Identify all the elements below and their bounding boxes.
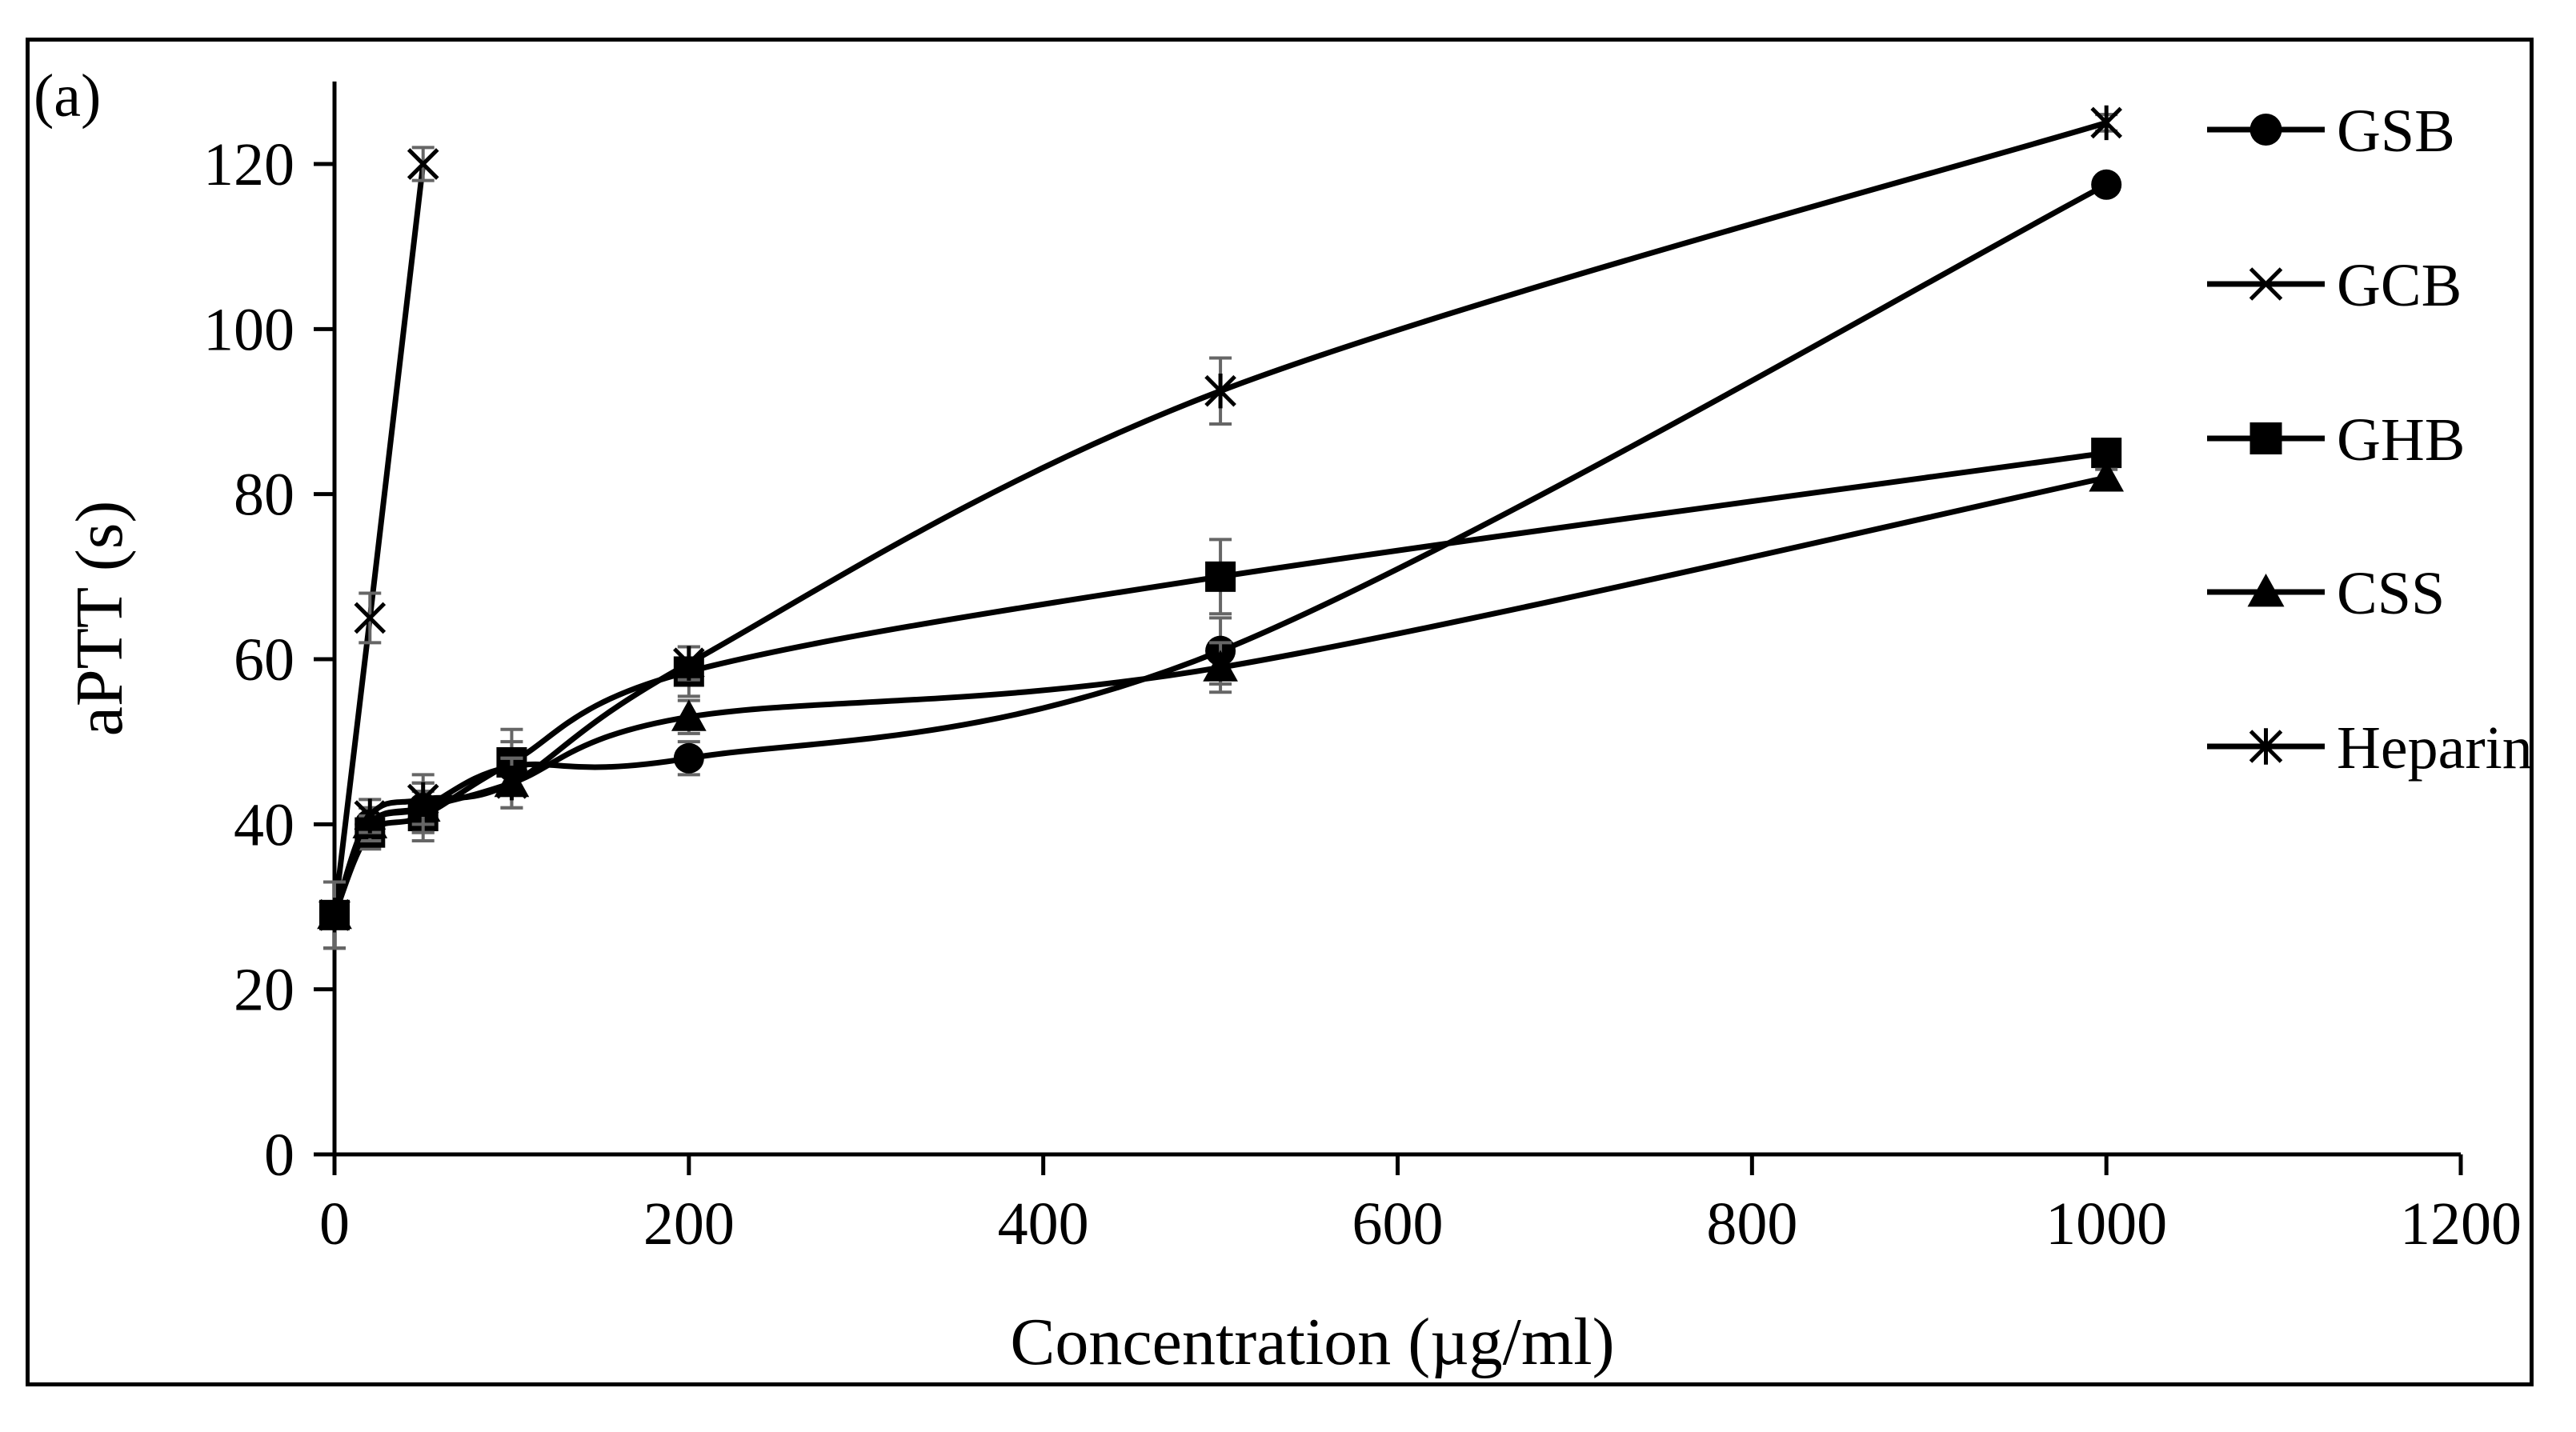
x-tick-label: 200 (643, 1190, 735, 1258)
chart-frame (26, 38, 2534, 1386)
x-tick-label: 1000 (2045, 1190, 2167, 1258)
legend-label: GHB (2337, 406, 2465, 474)
marker-asterisk (2090, 105, 2122, 141)
marker-x (407, 148, 439, 180)
legend-label: GSB (2337, 98, 2455, 165)
series-line-gcb (331, 161, 427, 918)
x-axis-title: Concentration (µg/ml) (1010, 1305, 1614, 1379)
series-line-ghb (331, 450, 2109, 918)
y-axis-title: aPTT (s) (62, 501, 137, 737)
legend-label: CSS (2337, 560, 2445, 627)
series-line-css (331, 474, 2109, 918)
series-css (317, 460, 2125, 950)
legend-item-css: CSS (2207, 560, 2445, 627)
axes: 0 200 400 600 800 1000 1200 0 20 40 60 80 100 120 (203, 81, 2522, 1258)
series-heparin (318, 105, 2122, 950)
series-line-heparin (331, 119, 2109, 918)
marker-triangle (2089, 460, 2125, 492)
marker-circle (2091, 169, 2122, 200)
marker-triangle (671, 699, 707, 731)
y-tick-label: 80 (234, 462, 294, 529)
y-tick-label: 40 (234, 791, 294, 858)
x-tick-label: 800 (1706, 1190, 1797, 1258)
x-tick-label: 0 (319, 1190, 350, 1258)
panel-label: (a) (34, 62, 101, 130)
x-tick-label: 600 (1352, 1190, 1444, 1258)
marker-asterisk (318, 898, 351, 933)
marker-asterisk (673, 646, 705, 681)
y-tick-label: 20 (234, 957, 294, 1024)
legend-item-gcb: GCB (2207, 252, 2462, 319)
marker-x (2249, 267, 2283, 301)
marker-asterisk (407, 782, 439, 818)
y-tick-label: 100 (203, 296, 294, 363)
marker-triangle (1203, 650, 1238, 682)
legend-label: Heparin (2337, 714, 2533, 782)
marker-circle (673, 742, 704, 774)
y-tick-label: 60 (234, 626, 294, 694)
legend: GSB GCB GHB CSS Heparin (2207, 98, 2533, 782)
legend-item-gsb: GSB (2207, 98, 2455, 165)
marker-triangle (2247, 574, 2285, 607)
marker-asterisk (2249, 728, 2283, 765)
marker-square (2249, 422, 2282, 454)
series-layer (317, 105, 2125, 950)
marker-square (1205, 561, 1236, 592)
marker-asterisk (1204, 374, 1236, 409)
marker-asterisk (354, 798, 387, 834)
y-tick-label: 120 (203, 131, 294, 198)
marker-x (354, 602, 387, 634)
legend-item-ghb: GHB (2207, 406, 2465, 474)
x-tick-label: 1200 (2400, 1190, 2522, 1258)
marker-asterisk (495, 766, 528, 801)
marker-circle (2249, 114, 2282, 146)
x-tick-label: 400 (998, 1190, 1089, 1258)
y-tick-label: 0 (264, 1122, 294, 1189)
legend-item-heparin: Heparin (2207, 714, 2533, 782)
legend-label: GCB (2337, 252, 2462, 319)
